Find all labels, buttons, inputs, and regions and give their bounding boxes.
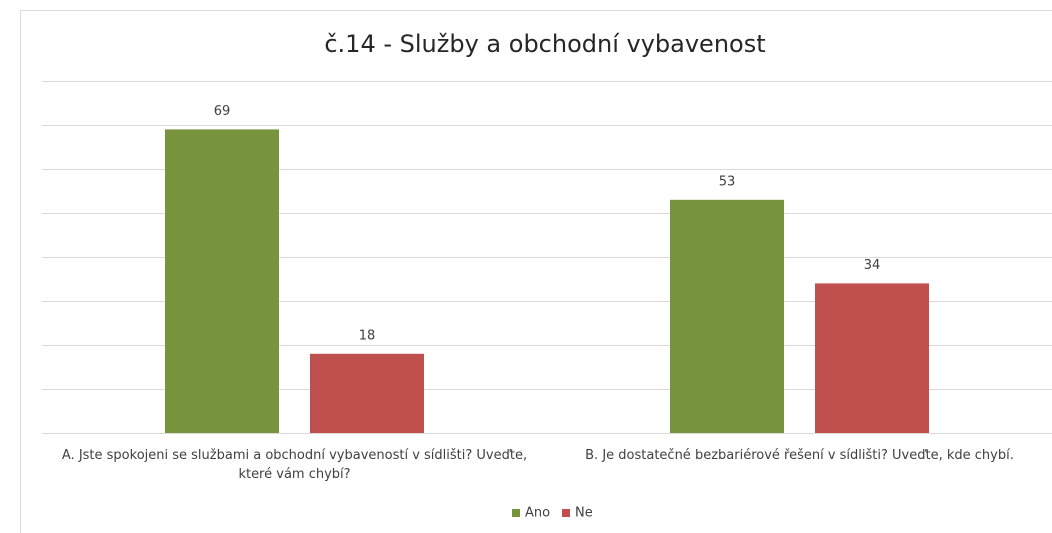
data-label: 53 <box>719 174 736 189</box>
x-tick-label: A. Jste spokojeni se službami a obchodní… <box>61 448 528 482</box>
bar <box>165 129 279 433</box>
legend-swatch <box>562 509 570 517</box>
legend-label: Ne <box>575 506 593 521</box>
bar <box>815 283 929 433</box>
data-label: 18 <box>359 328 376 343</box>
data-label: 69 <box>214 104 231 119</box>
bar <box>310 353 424 433</box>
x-tick-label: B. Je dostatečné bezbariérové řešení v s… <box>585 448 1014 463</box>
data-label: 34 <box>864 258 881 273</box>
chart-title: č.14 - Služby a obchodní vybavenost <box>324 30 765 58</box>
legend-label: Ano <box>525 506 550 521</box>
bar <box>670 199 784 433</box>
legend-swatch <box>512 509 520 517</box>
